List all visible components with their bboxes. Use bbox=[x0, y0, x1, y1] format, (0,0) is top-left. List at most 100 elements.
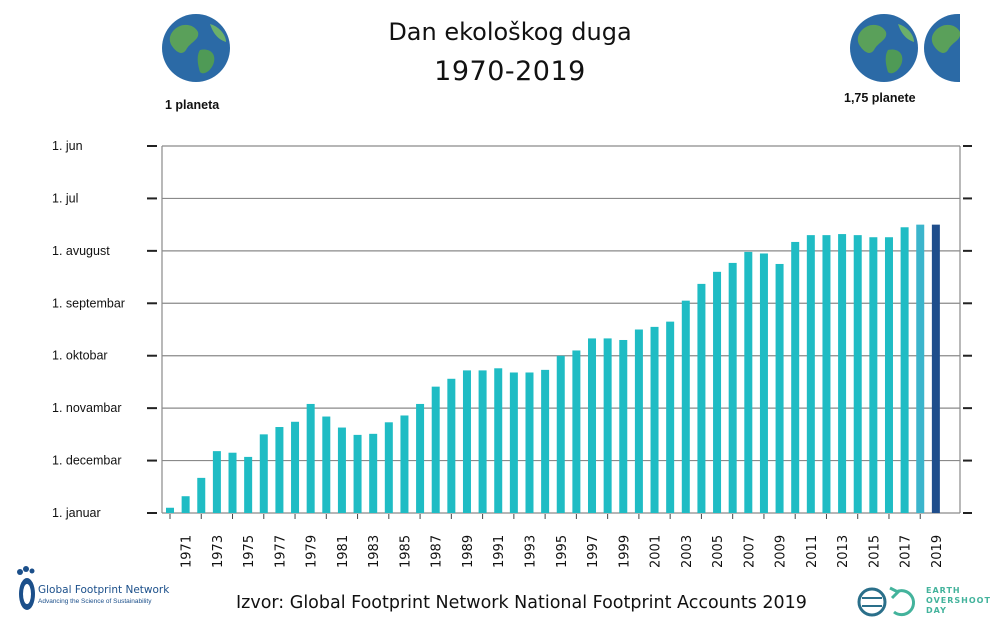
x-tick-label: 1971 bbox=[180, 535, 195, 568]
bar-1981 bbox=[337, 427, 346, 513]
bar-2015 bbox=[869, 237, 878, 513]
y-tick-label: 1. oktobar bbox=[52, 349, 108, 363]
bars bbox=[166, 224, 940, 514]
bar-1986 bbox=[416, 403, 425, 513]
gfn-name: Global Footprint Network bbox=[38, 584, 170, 596]
x-tick-label: 1973 bbox=[211, 535, 226, 568]
eod-line2: OVERSHOOT bbox=[926, 596, 991, 605]
x-tick-label: 1985 bbox=[398, 535, 413, 568]
y-tick-label: 1. avugust bbox=[52, 244, 110, 258]
x-tick-label: 1981 bbox=[336, 535, 351, 568]
y-tick-label: 1. januar bbox=[52, 506, 101, 520]
bar-1975 bbox=[244, 456, 253, 513]
x-tick-label: 1979 bbox=[305, 535, 320, 568]
bar-1997 bbox=[588, 338, 597, 513]
bar-1971 bbox=[181, 496, 190, 513]
bar-chart: 1. januar 1. decembar 1. novambar 1. oktoba… bbox=[52, 139, 972, 568]
footprint-icon bbox=[17, 566, 35, 610]
bar-1999 bbox=[619, 339, 628, 513]
overshoot-icon bbox=[857, 586, 915, 617]
bar-1974 bbox=[228, 452, 237, 513]
x-tick-label: 2001 bbox=[649, 535, 664, 568]
bar-2009 bbox=[775, 263, 784, 513]
x-tick-label: 1975 bbox=[242, 535, 257, 568]
x-tick-label: 1977 bbox=[273, 535, 288, 568]
gfn-logo: Global Footprint Network Advancing the S… bbox=[14, 560, 184, 620]
x-tick-label: 2019 bbox=[930, 535, 945, 568]
bar-2002 bbox=[666, 321, 675, 513]
x-axis-labels: 1971 1973 1975 1977 1979 1981 1983 1985 1987 1989… bbox=[180, 535, 945, 568]
bar-1987 bbox=[431, 386, 440, 513]
x-tick-label: 2005 bbox=[711, 535, 726, 568]
bar-1979 bbox=[306, 403, 315, 513]
x-tick-label: 2017 bbox=[899, 535, 914, 568]
x-tick-label: 1995 bbox=[555, 535, 570, 568]
y-tick-label: 1. decembar bbox=[52, 454, 121, 468]
x-tick-label: 1999 bbox=[617, 535, 632, 568]
bar-2008 bbox=[759, 253, 768, 513]
bar-2019 bbox=[931, 224, 940, 513]
bar-2004 bbox=[697, 283, 706, 513]
bar-1988 bbox=[447, 378, 456, 513]
bar-2018 bbox=[916, 224, 925, 513]
bar-1992 bbox=[509, 372, 518, 513]
bar-1991 bbox=[494, 368, 503, 513]
x-tick-label: 2007 bbox=[742, 535, 757, 568]
bar-1985 bbox=[400, 415, 409, 513]
bar-1977 bbox=[275, 427, 284, 513]
bar-2016 bbox=[884, 237, 893, 513]
bar-1995 bbox=[556, 355, 565, 513]
partial-globe-icon bbox=[924, 14, 960, 82]
y-tick-label: 1. jun bbox=[52, 139, 83, 153]
globe-icon bbox=[850, 14, 918, 82]
x-tick-label: 2003 bbox=[680, 535, 695, 568]
bar-1990 bbox=[478, 370, 487, 513]
bar-1996 bbox=[572, 350, 581, 513]
bar-1973 bbox=[212, 451, 221, 513]
globe-icon bbox=[162, 14, 230, 82]
source-note: Izvor: Global Footprint Network National… bbox=[236, 593, 807, 613]
x-tick-label: 1987 bbox=[430, 535, 445, 568]
bar-1972 bbox=[197, 477, 206, 513]
bar-2011 bbox=[806, 235, 815, 513]
eod-line1: EARTH bbox=[926, 586, 961, 595]
bar-2005 bbox=[713, 271, 722, 513]
planets-label: 1,75 planete bbox=[844, 91, 916, 105]
y-axis-labels: 1. januar 1. decembar 1. novambar 1. oktoba… bbox=[52, 139, 125, 520]
bar-1989 bbox=[462, 370, 471, 513]
x-tick-label: 2013 bbox=[836, 535, 851, 568]
bar-2014 bbox=[853, 235, 862, 513]
one-planet-label: 1 planeta bbox=[165, 98, 220, 112]
bar-1978 bbox=[291, 421, 300, 513]
x-tick-label: 2015 bbox=[867, 535, 882, 568]
bar-2007 bbox=[744, 251, 753, 514]
bar-1970 bbox=[166, 507, 174, 513]
bar-2001 bbox=[650, 326, 659, 513]
x-tick-label: 1997 bbox=[586, 535, 601, 568]
bar-2000 bbox=[634, 329, 643, 513]
bar-2012 bbox=[822, 235, 831, 513]
chart-title: Dan ekološkog duga bbox=[388, 18, 632, 46]
bar-1976 bbox=[259, 434, 268, 513]
bar-1994 bbox=[541, 369, 550, 513]
earth-overshoot-day-logo: EARTH OVERSHOOT DAY bbox=[856, 584, 996, 624]
x-tick-label: 1993 bbox=[523, 535, 538, 568]
x-tick-label: 1991 bbox=[492, 535, 507, 568]
x-tick-label: 1983 bbox=[367, 535, 382, 568]
y-tick-label: 1. septembar bbox=[52, 296, 125, 310]
bar-1984 bbox=[384, 422, 393, 513]
bar-2010 bbox=[791, 241, 800, 514]
bar-2013 bbox=[838, 234, 847, 513]
bar-2006 bbox=[728, 262, 737, 513]
y-tick-label: 1. jul bbox=[52, 191, 78, 205]
bar-2003 bbox=[681, 300, 690, 513]
bar-1980 bbox=[322, 416, 331, 513]
x-tick-label: 2009 bbox=[774, 535, 789, 568]
bar-1982 bbox=[353, 434, 362, 513]
bar-1983 bbox=[369, 433, 378, 513]
eod-line3: DAY bbox=[926, 606, 947, 615]
bar-2017 bbox=[900, 227, 909, 513]
chart-subtitle: 1970-2019 bbox=[434, 56, 586, 87]
y-tick-label: 1. novambar bbox=[52, 401, 121, 415]
bar-1998 bbox=[603, 338, 612, 513]
